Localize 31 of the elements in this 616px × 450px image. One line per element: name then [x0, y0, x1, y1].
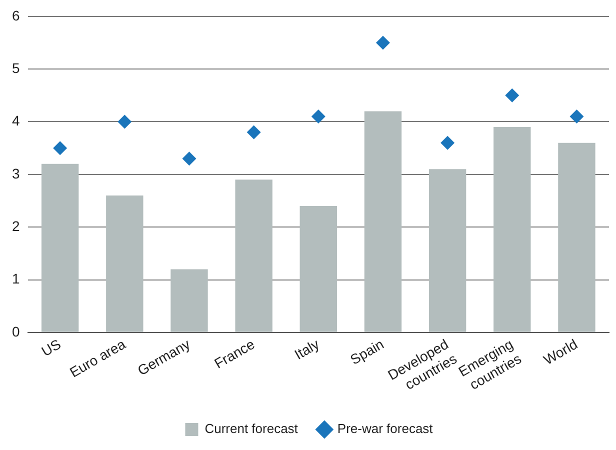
bar	[41, 164, 79, 332]
point	[53, 141, 68, 156]
y-tick-label: 5	[12, 60, 20, 76]
point	[505, 88, 520, 102]
x-tick-label: Euro area	[66, 336, 128, 380]
y-tick-label: 2	[12, 218, 20, 234]
point	[376, 36, 390, 50]
point	[182, 152, 196, 166]
x-tick-label: Italy	[292, 336, 322, 362]
point	[246, 125, 261, 140]
bar	[170, 269, 208, 332]
bar	[428, 169, 466, 332]
bar	[364, 111, 402, 332]
bar	[300, 206, 337, 332]
point	[311, 109, 326, 124]
bar	[106, 195, 144, 332]
point	[440, 136, 455, 150]
legend-label: Pre-war forecast	[337, 421, 434, 436]
y-tick-label: 1	[12, 270, 20, 287]
bar	[494, 127, 531, 332]
x-tick-label: US	[38, 336, 64, 360]
bar	[558, 142, 596, 332]
y-tick-label: 0	[12, 323, 20, 340]
y-tick-label: 6	[12, 7, 20, 24]
point	[118, 114, 132, 129]
bar	[235, 180, 272, 332]
legend-label: Current forecast	[204, 421, 298, 436]
point	[570, 109, 584, 124]
y-tick-label: 3	[12, 165, 20, 182]
x-tick-label: Spain	[347, 336, 386, 368]
y-tick-label: 4	[12, 112, 20, 129]
